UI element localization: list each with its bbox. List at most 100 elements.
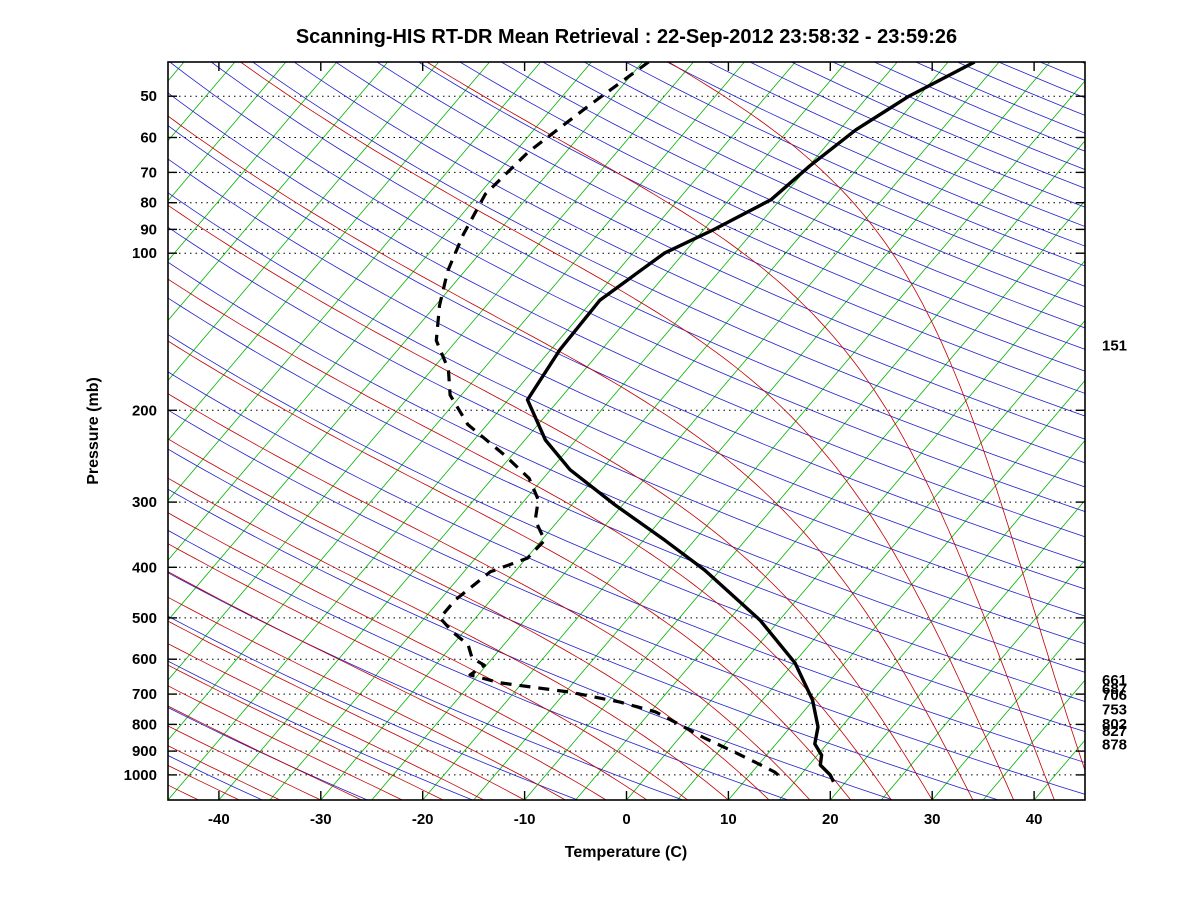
dry-adiabat-line [293,62,1085,440]
dry-adiabat-line [666,62,1085,247]
pressure-annotation: 753 [1102,702,1127,719]
isotherm-line [168,62,440,382]
moist-adiabat-line [0,62,117,800]
isotherm-line [168,62,592,561]
y-tick-label: 70 [140,164,157,181]
dry-adiabat-line [168,572,683,800]
moist-adiabat-line [168,340,852,800]
isotherm-line [168,62,694,681]
y-tick-label: 900 [132,743,157,760]
pressure-annotation: 687 [1102,681,1127,698]
moist-adiabat-line [0,62,76,800]
dry-adiabat-line [791,62,1085,189]
isotherm-line [168,62,389,322]
chart-title: Scanning-HIS RT-DR Mean Retrieval : 22-S… [295,26,958,48]
y-tick-labels: 50 60 70 80 90 100 200 300 400 500 600 700 800 900 100… [124,88,157,784]
isotherm-line [168,62,643,621]
dry-adiabat-line [168,192,1085,617]
moist-adiabat-line [168,620,525,800]
dry-adiabat-line [168,334,1085,733]
moist-adiabat-line [168,571,607,800]
dry-adiabat-line [168,92,1085,538]
isotherm-line [168,62,541,501]
dry-adiabat-line [749,62,1085,208]
isotherm-line [168,62,796,800]
y-tick-label: 200 [132,402,157,419]
dry-adiabat-line [168,409,1085,795]
dry-adiabat-line [168,448,999,800]
dewpoint-trace [434,62,784,781]
isotherm-line [168,62,745,741]
dry-adiabat-line [169,62,1085,512]
isotherm-line [168,62,287,202]
moist-adiabat-line [168,512,688,800]
y-tick-label: 80 [140,195,157,212]
x-tick-label: -20 [412,811,434,828]
dry-adiabat-line [584,62,1085,287]
moist-adiabat-line [0,62,36,800]
isotherm-line [829,499,1085,800]
isotherm-line [0,62,133,800]
x-tick-label: -30 [310,811,332,828]
x-tick-label: 30 [924,811,941,828]
dry-adiabat-line [168,297,1085,702]
moist-adiabat-lines [0,62,1085,800]
axis-ticks [168,62,1085,800]
x-tick-label: 10 [720,811,737,828]
isotherm-line [880,559,1085,800]
thermodynamic-background [0,62,1200,800]
isotherm-line [524,140,1085,800]
isotherm-line [931,619,1085,800]
isotherm-line [168,62,236,142]
dry-adiabat-line [376,62,1085,394]
isotherm-line [778,439,1085,800]
isotherm-line [728,379,1085,800]
y-tick-label: 500 [132,610,157,627]
pressure-annotation: 878 [1102,737,1127,754]
isotherm-line [626,259,1085,800]
isotherm-line [575,200,1085,800]
isotherm-line [473,80,1085,800]
dry-adiabat-line [168,125,1085,564]
isotherm-line [0,62,31,800]
dry-adiabat-line [335,62,1085,417]
dry-adiabat-line [1123,62,1200,800]
isotherm-line [677,319,1085,800]
moist-adiabat-line [168,115,974,800]
moist-adiabat-line [168,278,892,800]
moist-adiabat-line [168,596,566,800]
pressure-annotation: 706 [1102,687,1127,704]
isotherm-line [168,62,490,441]
moist-adiabat-line [240,62,1015,800]
y-tick-label: 400 [132,559,157,576]
dry-adiabat-line [168,261,1085,673]
y-tick-label: 600 [132,651,157,668]
x-tick-label: -10 [514,811,536,828]
isotherm-line [371,62,1000,800]
isotherm-lines [0,62,1085,800]
x-tick-label: 0 [622,811,630,828]
pressure-annotation: 827 [1102,723,1127,740]
y-tick-label: 100 [132,245,157,262]
moist-adiabat-line [168,477,729,800]
dry-adiabat-line [998,62,1085,99]
x-tick-labels: -40 -30 -20 -10 0 10 20 30 40 [208,811,1042,828]
dry-adiabat-line [168,158,1085,590]
pressure-annotation: 802 [1102,716,1127,733]
dry-adiabat-line [418,62,1085,372]
moist-adiabat-line [668,62,1085,772]
dry-adiabat-lines [168,62,1200,800]
y-tick-label: 90 [140,221,157,238]
pressure-annotation: 661 [1102,672,1127,689]
isotherm-line [168,62,338,262]
dry-adiabat-line [168,226,1085,645]
dry-adiabat-line [459,62,1085,350]
moist-adiabat-line [168,643,485,800]
pressure-annotation: 151 [1102,338,1127,355]
moist-adiabat-line [168,204,933,800]
x-tick-label: 20 [822,811,839,828]
moist-adiabat-line [168,438,770,800]
